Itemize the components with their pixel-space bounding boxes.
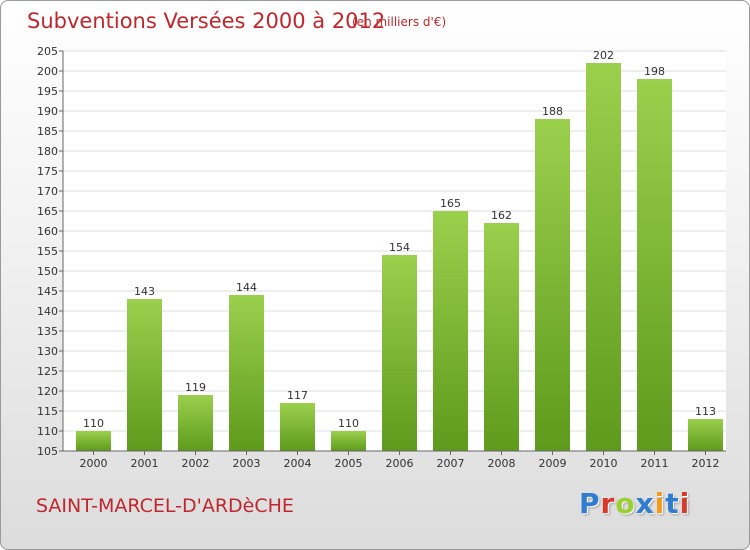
x-tick-label: 2008 (488, 457, 516, 470)
data-label-2009: 188 (542, 105, 563, 118)
bar-2007 (433, 211, 468, 451)
chart-subtitle: (en milliers d'€) (352, 15, 447, 29)
bar-2009 (535, 119, 570, 451)
y-tick-label: 125 (37, 365, 58, 378)
logo-letter: i (654, 487, 666, 520)
x-tick-label: 2007 (437, 457, 465, 470)
logo-letter: x (635, 487, 655, 520)
logo-letter: P (579, 487, 601, 520)
data-label-2003: 144 (236, 281, 257, 294)
y-tick-label: 110 (37, 425, 58, 438)
logo-letter: t (665, 487, 680, 520)
y-tick-label: 160 (37, 225, 58, 238)
x-tick-label: 2011 (641, 457, 669, 470)
data-label-2008: 162 (491, 209, 512, 222)
y-tick-label: 190 (37, 105, 58, 118)
y-tick-label: 120 (37, 385, 58, 398)
x-tick-label: 2003 (233, 457, 261, 470)
x-tick-label: 2002 (182, 457, 210, 470)
bar-2011 (637, 79, 672, 451)
x-tick-label: 2010 (590, 457, 618, 470)
logo-letter: o (615, 487, 636, 520)
x-tick-label: 2006 (386, 457, 414, 470)
data-label-2011: 198 (644, 65, 665, 78)
bar-2002 (178, 395, 213, 451)
bar-2003 (229, 295, 264, 451)
y-tick-label: 135 (37, 325, 58, 338)
data-label-2005: 110 (338, 417, 359, 430)
y-tick-label: 140 (37, 305, 58, 318)
y-tick-label: 130 (37, 345, 58, 358)
y-tick-label: 175 (37, 165, 58, 178)
data-label-2000: 110 (83, 417, 104, 430)
y-tick-label: 150 (37, 265, 58, 278)
y-tick-label: 155 (37, 245, 58, 258)
data-label-2012: 113 (695, 405, 716, 418)
data-label-2006: 154 (389, 241, 410, 254)
x-tick-label: 2004 (284, 457, 312, 470)
y-tick-label: 185 (37, 125, 58, 138)
bars (76, 63, 723, 451)
logo-letter: i (679, 487, 691, 520)
bar-2001 (127, 299, 162, 451)
x-tick-label: 2001 (131, 457, 159, 470)
y-tick-label: 105 (37, 445, 58, 458)
data-label-2007: 165 (440, 197, 461, 210)
y-tick-label: 165 (37, 205, 58, 218)
data-label-2010: 202 (593, 49, 614, 62)
bar-2004 (280, 403, 315, 451)
y-tick-label: 180 (37, 145, 58, 158)
bar-2012 (688, 419, 723, 451)
bar-2006 (382, 255, 417, 451)
proxiti-logo: Proxiti (579, 487, 690, 520)
logo-letter: r (600, 487, 616, 520)
bar-2000 (76, 431, 111, 451)
y-tick-label: 115 (37, 405, 58, 418)
x-tick-label: 2005 (335, 457, 363, 470)
x-tick-label: 2012 (692, 457, 720, 470)
y-tick-label: 200 (37, 65, 58, 78)
bar-2008 (484, 223, 519, 451)
bar-2005 (331, 431, 366, 451)
data-label-2004: 117 (287, 389, 308, 402)
data-label-2002: 119 (185, 381, 206, 394)
data-label-2001: 143 (134, 285, 155, 298)
y-tick-label: 205 (37, 45, 58, 58)
axes: 1051101151201251301351401451501551601651… (37, 45, 726, 470)
x-tick-label: 2000 (80, 457, 108, 470)
data-labels: 110 143 119 144 117 110 154 165 162 188 202 198 113 (83, 49, 716, 430)
x-tick-label: 2009 (539, 457, 567, 470)
bar-2010 (586, 63, 621, 451)
y-tick-label: 145 (37, 285, 58, 298)
y-tick-label: 170 (37, 185, 58, 198)
chart-title: Subventions Versées 2000 à 2012 (27, 9, 386, 33)
place-name: SAINT-MARCEL-D'ARDèCHE (36, 495, 294, 517)
y-tick-label: 195 (37, 85, 58, 98)
